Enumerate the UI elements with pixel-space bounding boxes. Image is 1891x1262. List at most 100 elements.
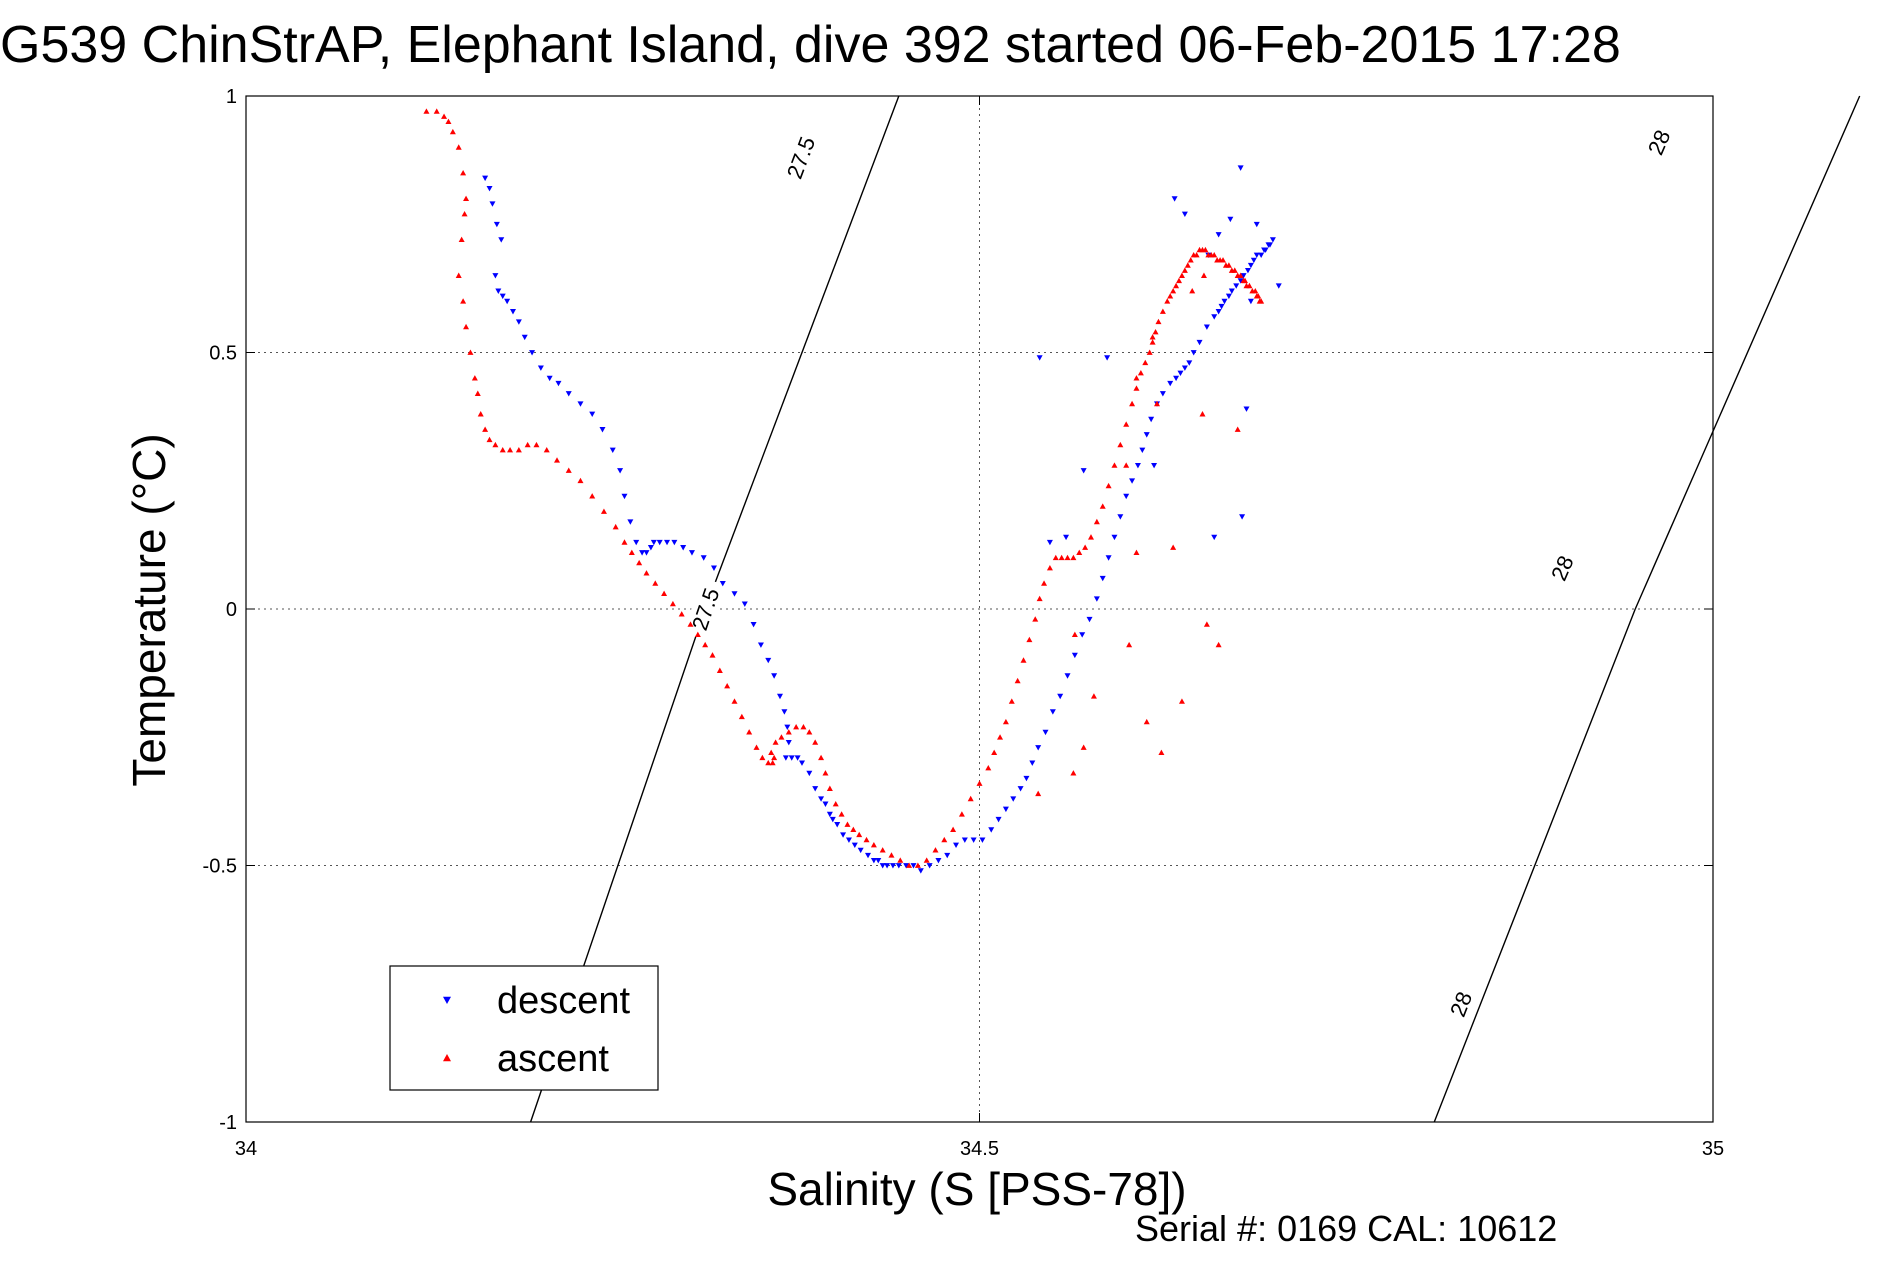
ascent-point: [461, 210, 468, 217]
descent-point: [829, 816, 836, 823]
ascent-point: [694, 631, 701, 638]
ascent-point: [753, 744, 760, 750]
ascent-point: [1170, 287, 1177, 294]
descent-point: [781, 709, 788, 715]
ascent-point: [600, 508, 607, 514]
descent-point: [806, 770, 813, 777]
ascent-point: [914, 862, 921, 868]
ascent-point: [1035, 790, 1042, 797]
descent-point: [1218, 303, 1225, 310]
ascent-point: [941, 836, 948, 843]
ascent-point: [515, 446, 522, 453]
descent-point: [1227, 216, 1234, 223]
ascent-point: [589, 493, 596, 499]
ascent-point: [731, 698, 738, 704]
contour-label-bg: [1640, 122, 1678, 163]
descent-point: [1105, 555, 1112, 561]
ascent-point: [769, 759, 776, 766]
ascent-point: [486, 436, 493, 443]
ascent-point: [800, 723, 807, 730]
descent-point: [656, 539, 663, 546]
descent-point: [643, 550, 650, 556]
descent-point: [509, 309, 516, 315]
descent-point: [1237, 165, 1244, 171]
descent-point: [1063, 534, 1070, 541]
ascent-point: [1258, 298, 1265, 304]
descent-point: [1237, 278, 1244, 284]
contour-label-bg: [1543, 548, 1581, 588]
descent-point: [633, 539, 640, 546]
ascent-point: [1234, 426, 1241, 432]
grid-lines: [245, 95, 1714, 1123]
ascent-point: [1071, 631, 1078, 638]
descent-point: [1134, 462, 1141, 469]
descent-point: [1143, 432, 1150, 438]
descent-point: [609, 447, 616, 453]
descent-point: [1239, 514, 1246, 520]
ascent-point: [1143, 718, 1150, 725]
descent-point: [857, 847, 864, 854]
ascent-point: [423, 108, 430, 114]
ascent-point: [746, 729, 753, 735]
density-contour-line: [1634, 95, 1861, 610]
descent-point: [1262, 247, 1269, 253]
descent-point: [1111, 534, 1118, 541]
descent-point: [1215, 309, 1222, 315]
ascent-point: [985, 765, 992, 771]
ascent-point: [1087, 534, 1094, 540]
ascent-point: [1036, 595, 1043, 602]
descent-point: [1247, 298, 1254, 305]
ascent-point: [687, 621, 694, 627]
descent-point: [1225, 293, 1232, 300]
ascent-point: [1170, 544, 1177, 550]
descent-point: [647, 545, 654, 551]
ascent-point: [772, 739, 779, 745]
descent-point: [1211, 534, 1218, 541]
ascent-point: [888, 852, 895, 858]
ascent-point: [1167, 293, 1174, 299]
y-tick-label: -1: [219, 1112, 237, 1134]
descent-point: [731, 591, 738, 597]
density-contour-line: [704, 95, 900, 610]
ascent-point: [897, 857, 904, 863]
ascent-point: [806, 729, 813, 735]
ascent-point: [1090, 693, 1097, 699]
ascent-point: [533, 441, 540, 448]
ascent-point: [1149, 334, 1156, 340]
ascent-point: [1052, 554, 1059, 561]
descent-point: [1064, 673, 1071, 679]
descent-point: [798, 760, 805, 766]
descent-point: [546, 375, 553, 382]
ascent-point: [1203, 621, 1210, 627]
ascent-point: [1200, 272, 1207, 278]
ascent-point: [612, 523, 619, 530]
ascent-point: [499, 446, 506, 453]
descent-point: [903, 863, 910, 869]
serial-cal-footer: Serial #: 0169 CAL: 10612: [1135, 1208, 1557, 1249]
ascent-point: [976, 780, 983, 786]
descent-point: [1215, 232, 1222, 238]
ascent-point: [1058, 554, 1065, 561]
ascent-point: [1149, 339, 1156, 345]
descent-point: [1190, 350, 1197, 356]
descent-point: [1181, 211, 1188, 217]
ascent-point: [460, 298, 467, 304]
legend-ascent-marker: [443, 1054, 451, 1062]
descent-point: [995, 816, 1002, 823]
descent-point: [1117, 514, 1124, 520]
ascent-point: [702, 641, 709, 648]
ascent-point: [870, 841, 877, 848]
ascent-point: [818, 754, 825, 761]
ascent-point: [850, 826, 857, 832]
ascent-point: [1026, 636, 1033, 643]
descent-point: [1010, 796, 1017, 802]
descent-point: [589, 411, 596, 418]
ascent-point: [1255, 293, 1262, 299]
ascent-point: [1126, 641, 1133, 648]
descent-point: [1240, 273, 1247, 279]
descent-point: [865, 852, 872, 859]
ascent-point: [1202, 246, 1209, 253]
ascent-point: [477, 411, 484, 417]
ascent-point: [433, 108, 440, 114]
descent-point: [870, 857, 877, 864]
